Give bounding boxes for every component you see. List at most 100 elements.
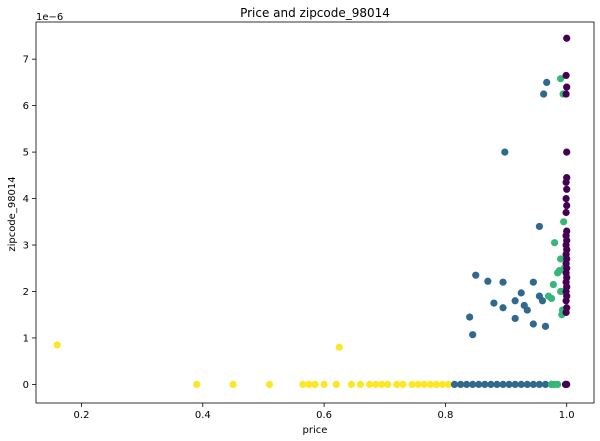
scatter-point bbox=[53, 341, 61, 349]
scatter-point bbox=[414, 380, 422, 389]
scatter-point bbox=[356, 380, 365, 389]
scatter-point bbox=[563, 34, 571, 42]
scatter-point bbox=[432, 380, 440, 389]
scatter-point bbox=[562, 208, 570, 217]
scatter-point bbox=[563, 201, 571, 210]
scatter-point bbox=[557, 255, 565, 263]
x-tick-label: 0.2 bbox=[74, 410, 90, 421]
y-tick-label: 7 bbox=[23, 55, 29, 66]
x-tick-label: 1.0 bbox=[559, 410, 575, 421]
y-tick-label: 4 bbox=[23, 194, 29, 205]
scatter-point bbox=[563, 185, 571, 193]
y-axis-offset-label: 1e−6 bbox=[36, 12, 63, 23]
x-axis-ticks: 0.2 0.4 0.6 0.8 1.0 bbox=[74, 403, 575, 421]
scatter-point bbox=[456, 380, 465, 389]
scatter-point bbox=[517, 380, 525, 389]
scatter-point bbox=[499, 278, 507, 286]
scatter-point bbox=[426, 380, 434, 389]
y-tick-label: 0 bbox=[23, 380, 29, 391]
x-tick-label: 0.4 bbox=[195, 410, 211, 421]
scatter-point bbox=[484, 277, 492, 285]
scatter-point bbox=[469, 380, 477, 389]
scatter-point bbox=[562, 90, 570, 98]
scatter-point bbox=[540, 90, 548, 98]
scatter-point bbox=[529, 380, 537, 389]
scatter-point bbox=[305, 380, 313, 389]
scatter-point bbox=[563, 380, 571, 389]
y-axis-label: zipcode_98014 bbox=[7, 176, 18, 251]
y-tick-label: 2 bbox=[23, 287, 29, 298]
scatter-point bbox=[393, 380, 401, 389]
scatter-point bbox=[299, 380, 307, 389]
scatter-point bbox=[378, 380, 386, 389]
scatter-point bbox=[550, 239, 559, 247]
scatter-point bbox=[562, 194, 570, 203]
scatter-point bbox=[557, 75, 565, 83]
scatter-point bbox=[562, 71, 570, 80]
scatter-point bbox=[265, 380, 274, 389]
scatter-point bbox=[501, 148, 509, 156]
scatter-point bbox=[554, 380, 562, 389]
y-tick-label: 1 bbox=[23, 333, 29, 344]
scatter-point bbox=[538, 297, 547, 305]
scatter-point bbox=[535, 222, 544, 231]
scatter-point bbox=[499, 304, 507, 312]
y-tick-label: 5 bbox=[23, 148, 29, 159]
x-tick-label: 0.6 bbox=[316, 410, 332, 421]
scatter-point bbox=[347, 380, 355, 389]
scatter-point bbox=[493, 380, 501, 389]
scatter-point bbox=[384, 380, 392, 389]
scatter-point bbox=[547, 294, 556, 303]
scatter-point bbox=[335, 343, 343, 351]
scatter-point bbox=[408, 380, 416, 389]
scatter-point bbox=[463, 380, 471, 389]
scatter-point bbox=[505, 380, 513, 389]
scatter-point bbox=[523, 380, 531, 389]
scatter-point bbox=[229, 380, 237, 389]
scatter-point bbox=[529, 320, 537, 328]
y-tick-label: 6 bbox=[23, 101, 29, 112]
scatter-point bbox=[541, 380, 550, 389]
scatter-point bbox=[365, 380, 374, 389]
x-axis-label: price bbox=[303, 425, 328, 436]
scatter-point bbox=[450, 380, 459, 389]
scatter-point bbox=[372, 380, 380, 389]
scatter-point bbox=[490, 299, 498, 307]
scatter-point bbox=[332, 380, 340, 389]
x-tick-label: 0.8 bbox=[437, 410, 453, 421]
scatter-point bbox=[511, 380, 519, 389]
scatter-point bbox=[444, 380, 453, 389]
scatter-point bbox=[560, 218, 568, 226]
chart-title: Price and zipcode_98014 bbox=[240, 6, 390, 20]
scatter-point bbox=[523, 306, 531, 314]
plot-area-frame bbox=[35, 21, 595, 404]
scatter-point bbox=[563, 148, 571, 156]
scatter-point bbox=[475, 380, 483, 389]
scatter-point bbox=[472, 271, 480, 279]
scatter-point bbox=[529, 278, 537, 286]
scatter-point bbox=[563, 174, 571, 182]
scatter-point bbox=[535, 380, 544, 389]
scatter-point bbox=[543, 78, 551, 86]
scatter-point bbox=[420, 380, 428, 389]
scatter-point bbox=[511, 314, 519, 323]
scatter-point bbox=[549, 280, 557, 289]
scatter-point bbox=[563, 83, 571, 91]
scatter-point bbox=[193, 380, 201, 389]
y-axis-ticks: 0 1 2 3 4 5 6 7 bbox=[23, 55, 36, 391]
scatter-point bbox=[320, 380, 328, 389]
scatter-point bbox=[511, 297, 519, 305]
scatter-point bbox=[469, 331, 477, 339]
scatter-point bbox=[399, 380, 407, 389]
scatter-point bbox=[438, 380, 446, 389]
scatter-point bbox=[487, 380, 495, 389]
scatter-point bbox=[541, 322, 550, 330]
scatter-point bbox=[563, 304, 571, 312]
scatter-point bbox=[563, 227, 571, 235]
scatter-point bbox=[311, 380, 319, 389]
scatter-point bbox=[481, 380, 489, 389]
y-tick-label: 3 bbox=[23, 241, 29, 252]
scatter-point bbox=[499, 380, 507, 389]
scatter-point bbox=[466, 313, 474, 321]
